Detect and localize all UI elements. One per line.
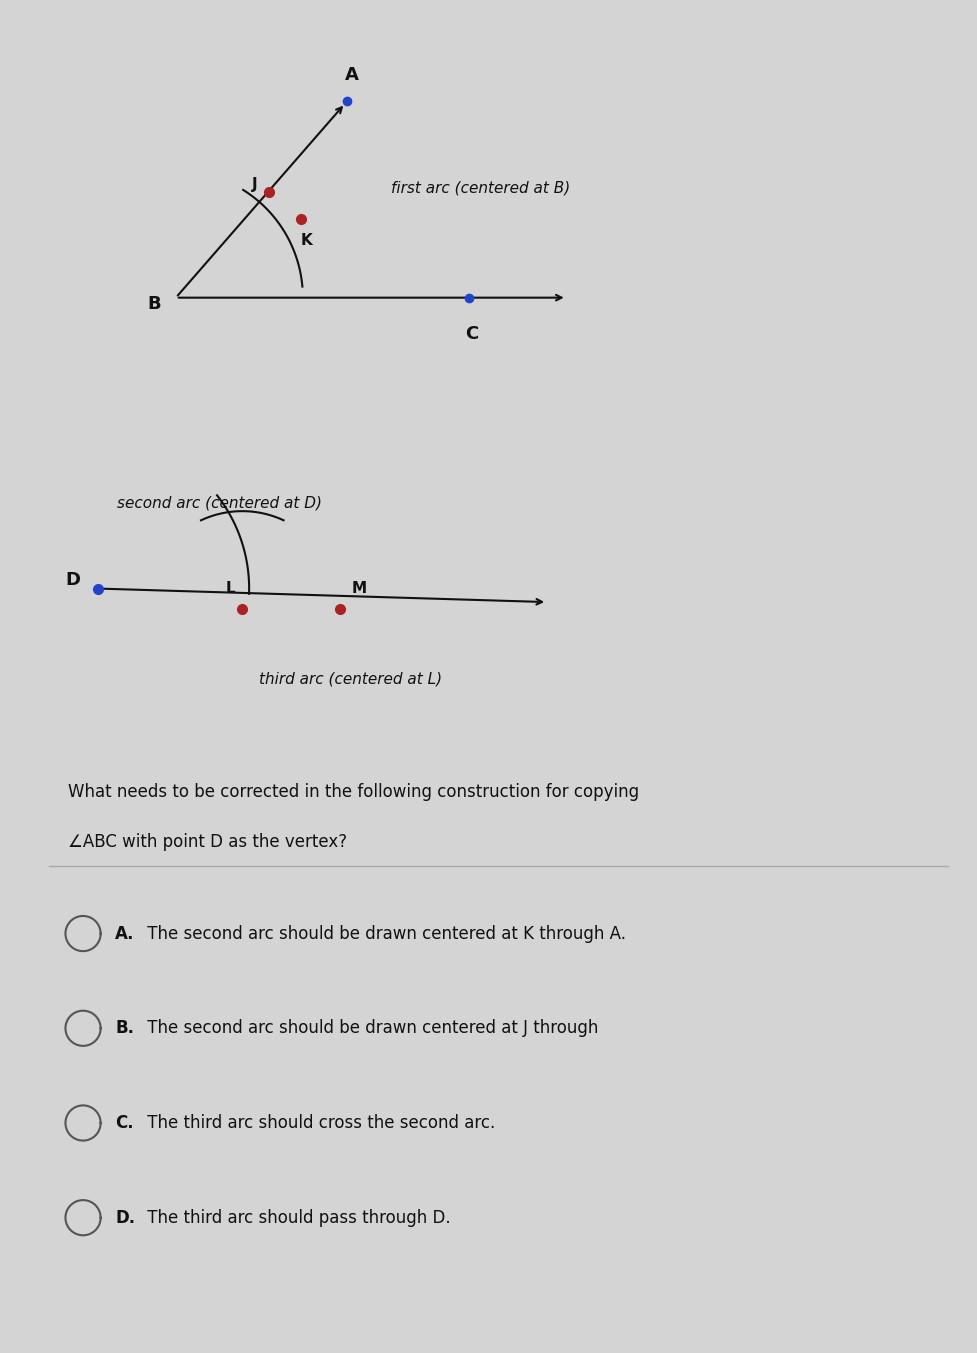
Text: The second arc should be drawn centered at K through A.: The second arc should be drawn centered …: [142, 924, 625, 943]
Text: B: B: [148, 295, 161, 314]
Text: J: J: [252, 176, 258, 192]
Text: D: D: [65, 571, 81, 590]
Text: What needs to be corrected in the following construction for copying: What needs to be corrected in the follow…: [68, 782, 640, 801]
Text: L: L: [226, 580, 235, 597]
Text: A.: A.: [115, 924, 135, 943]
Text: second arc (centered at D): second arc (centered at D): [117, 495, 322, 510]
Text: first arc (centered at B): first arc (centered at B): [391, 180, 570, 195]
Text: B.: B.: [115, 1019, 134, 1038]
Text: third arc (centered at L): third arc (centered at L): [259, 671, 442, 686]
Text: The second arc should be drawn centered at J through: The second arc should be drawn centered …: [142, 1019, 598, 1038]
Text: A: A: [345, 66, 359, 84]
Text: C: C: [465, 325, 479, 342]
Text: The third arc should cross the second arc.: The third arc should cross the second ar…: [142, 1114, 495, 1132]
Text: D.: D.: [115, 1208, 136, 1227]
Text: M: M: [352, 580, 367, 597]
Text: The third arc should pass through D.: The third arc should pass through D.: [142, 1208, 450, 1227]
Text: K: K: [301, 233, 313, 249]
Text: ∠ABC with point D as the vertex?: ∠ABC with point D as the vertex?: [68, 832, 348, 851]
Text: C.: C.: [115, 1114, 134, 1132]
